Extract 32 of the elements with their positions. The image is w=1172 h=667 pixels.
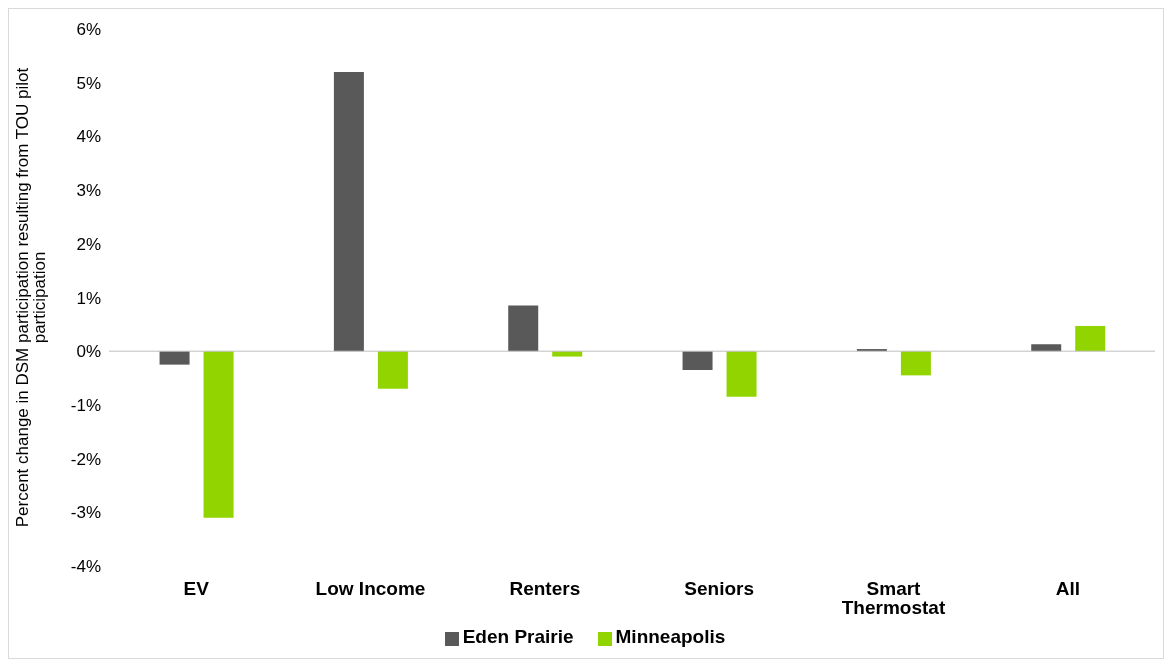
y-tick-label: 3% (76, 181, 101, 201)
x-tick-label: EV (183, 578, 210, 600)
bar (508, 305, 539, 352)
y-tick-label: 6% (76, 20, 101, 40)
legend-label: Eden Prairie (462, 626, 574, 647)
x-tick-label: Seniors (684, 578, 755, 600)
y-axis-title: Percent change in DSM participation resulting from TOU pilot participation (12, 67, 49, 528)
bar (333, 71, 364, 352)
x-tick-label: Smart Thermostat (841, 578, 946, 619)
y-tick-label: -4% (70, 557, 101, 577)
bar (159, 351, 190, 365)
bar (856, 349, 887, 352)
y-tick-label: -1% (70, 395, 101, 415)
y-tick-label: 1% (76, 288, 101, 308)
bar (726, 351, 757, 397)
bar (377, 351, 408, 389)
bar (900, 351, 931, 376)
bar (1031, 344, 1062, 352)
x-tick-label: All (1055, 578, 1080, 600)
x-tick-label: Low Income (315, 578, 426, 600)
y-tick-label: 0% (76, 342, 101, 362)
bar (1075, 325, 1106, 352)
y-tick-label: -3% (70, 503, 101, 523)
bar (203, 351, 234, 518)
y-tick-label: 5% (76, 73, 101, 93)
y-tick-label: 4% (76, 127, 101, 147)
y-tick-label: 2% (76, 234, 101, 254)
y-tick-label: -2% (70, 449, 101, 469)
bar (552, 351, 583, 357)
x-tick-label: Renters (509, 578, 581, 600)
bar (682, 351, 713, 370)
legend-label: Minneapolis (615, 626, 726, 647)
